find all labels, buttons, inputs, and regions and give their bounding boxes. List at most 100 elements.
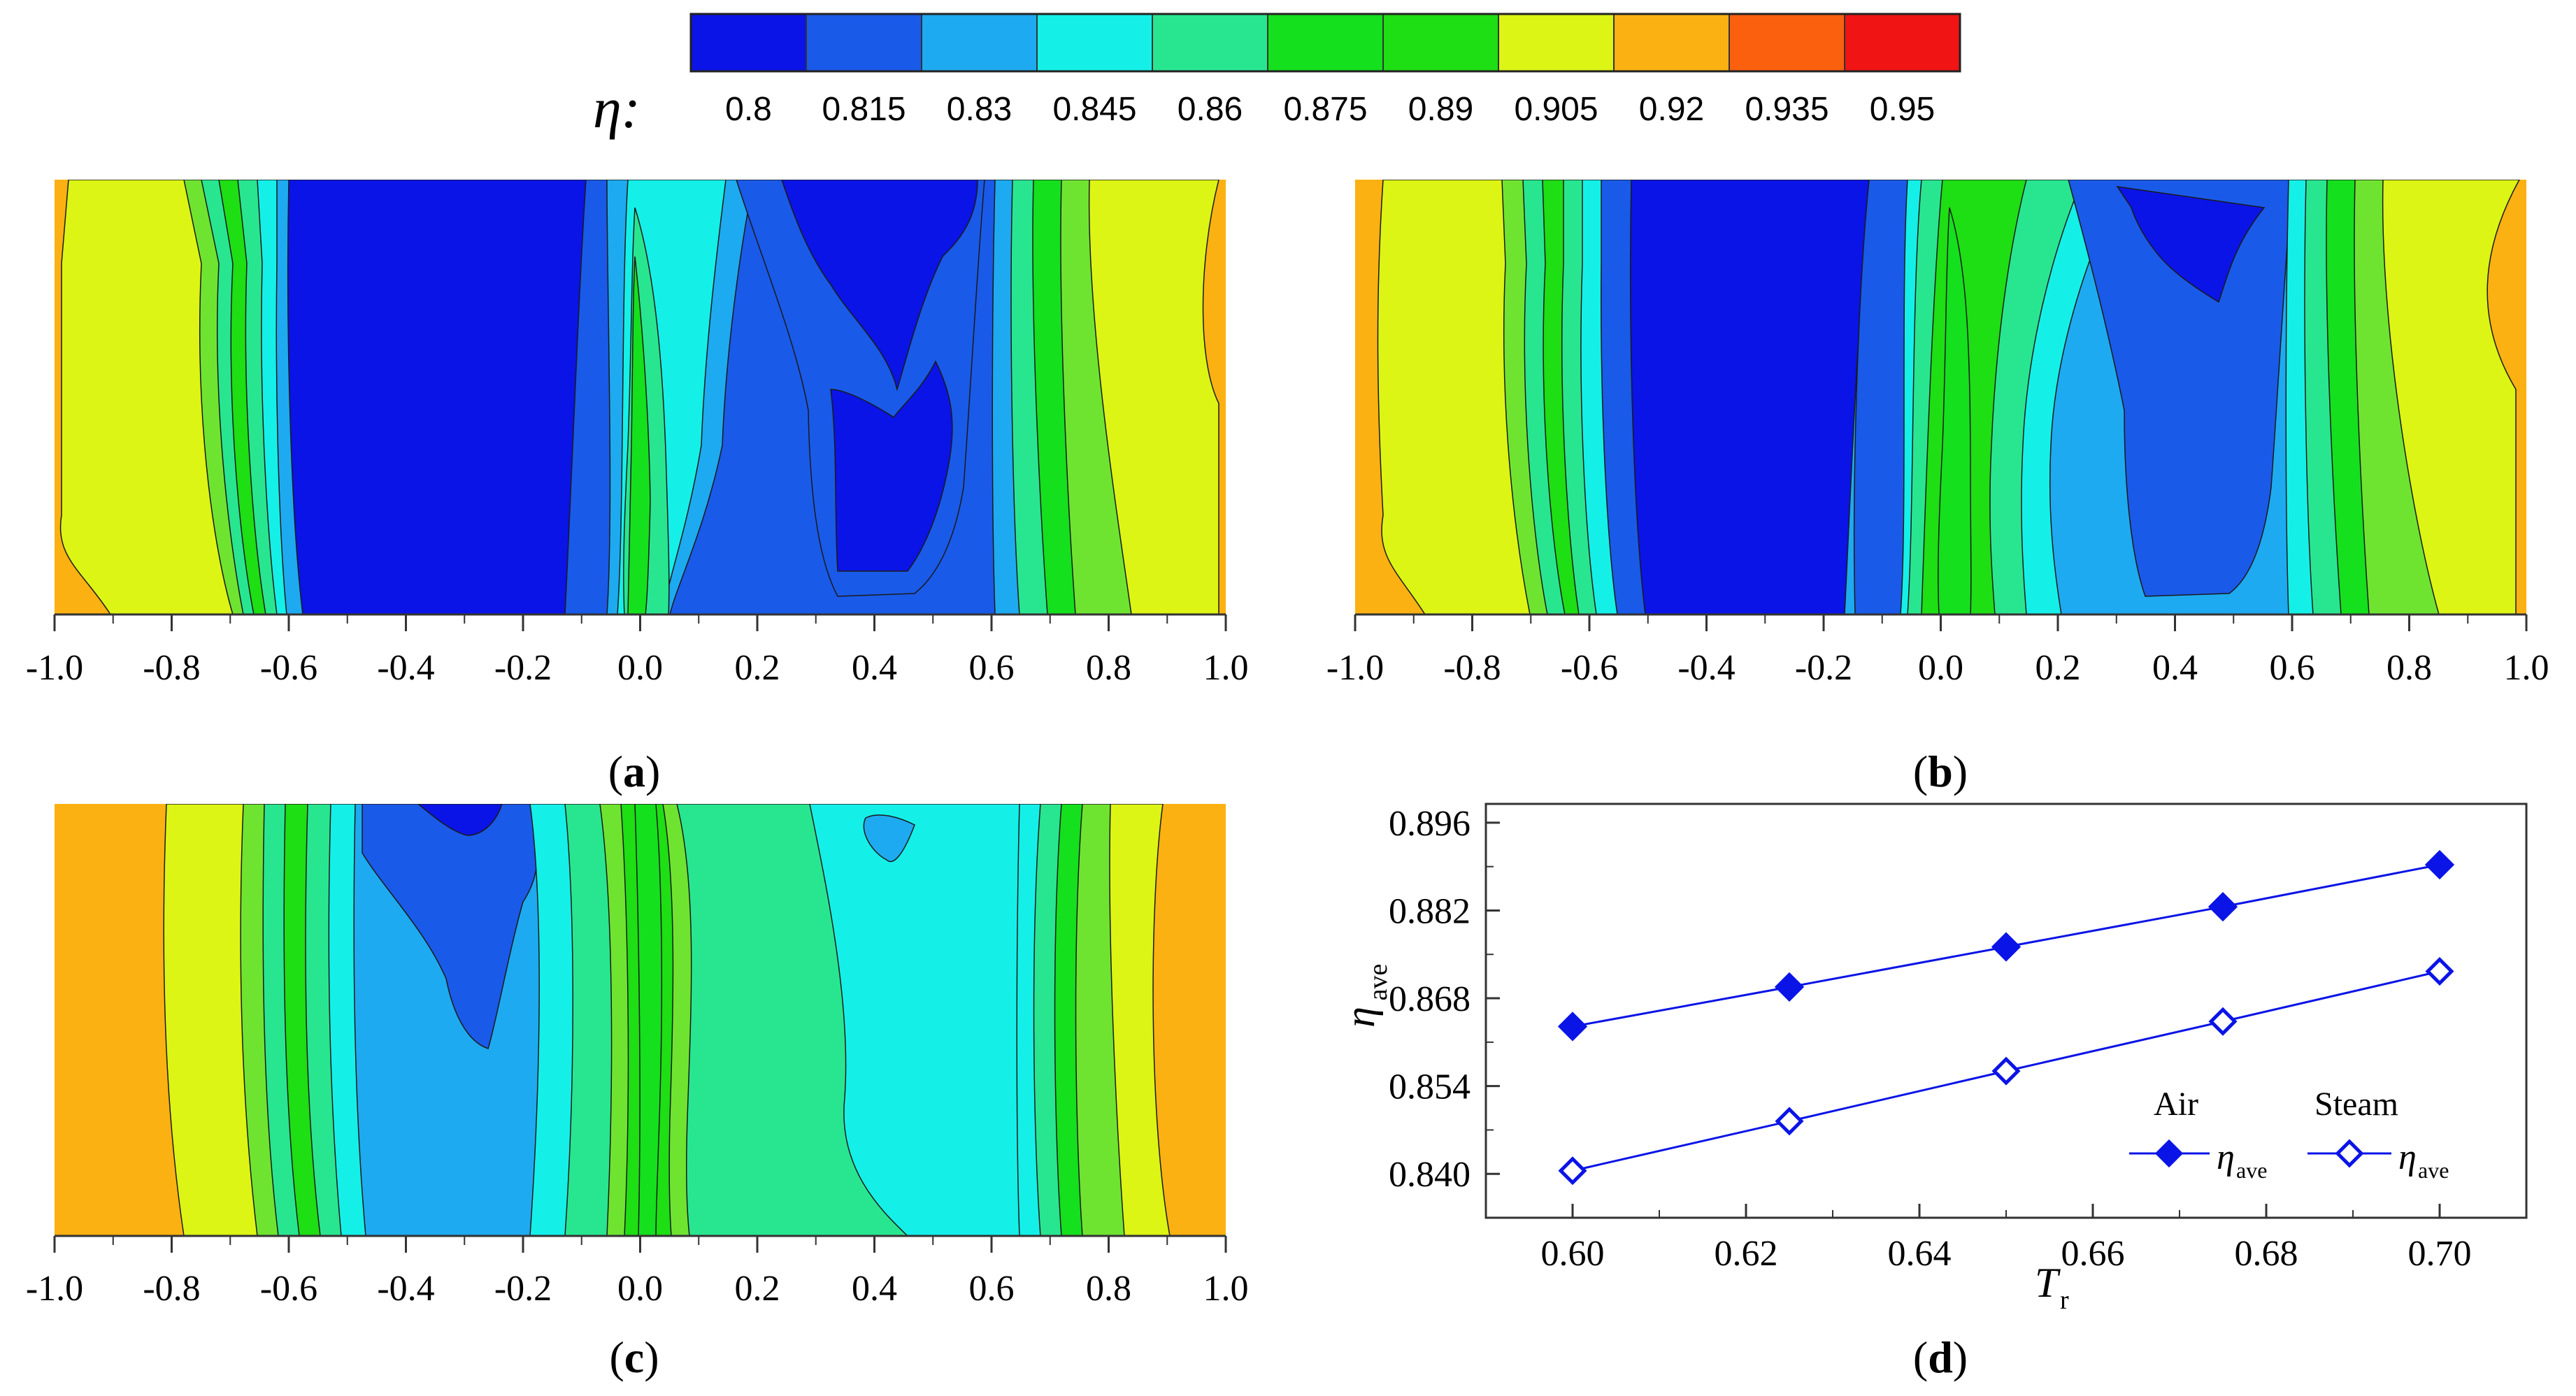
d-x-tick-label-4: 0.68 (2235, 1234, 2298, 1274)
x-tick-label-c-0: -1.0 (26, 1269, 83, 1309)
x-tick-label-b-9: 0.8 (2387, 648, 2432, 688)
x-tick-label-a-9: 0.8 (1086, 648, 1131, 688)
x-tick-label-a-3: -0.4 (377, 648, 434, 688)
x-tick-label-a-4: -0.2 (494, 648, 552, 688)
legend-d: Air Steam η ave η ave (2129, 1086, 2449, 1183)
colorbar-swatch-4 (1152, 13, 1269, 72)
contour-panel-c (55, 804, 1226, 1236)
data-point-air-4 (2424, 849, 2455, 880)
legend-header-air: Air (2154, 1086, 2198, 1123)
data-point-steam-4 (2425, 956, 2454, 986)
x-tick-label-c-1: -0.8 (143, 1269, 200, 1309)
legend-symbol-air: η (2217, 1137, 2235, 1177)
colorbar-label-7: 0.905 (1514, 91, 1598, 128)
axis-ticks-d: 0.60 0.62 0.64 0.66 0.68 0.70 0.840 0.854 0.868 0… (1389, 804, 2472, 1274)
x-tick-label-a-8: 0.6 (969, 648, 1015, 688)
data-point-steam-2 (1991, 1056, 2021, 1086)
x-tick-label-c-3: -0.4 (377, 1269, 434, 1309)
d-x-tick-label-1: 0.62 (1715, 1234, 1778, 1274)
colorbar-label-2: 0.83 (947, 91, 1012, 128)
colorbar-label-6: 0.89 (1408, 91, 1473, 128)
legend-header-steam: Steam (2314, 1086, 2398, 1123)
d-x-tick-label-3: 0.66 (2061, 1234, 2125, 1274)
colorbar-swatch-2 (921, 13, 1038, 72)
colorbar-label-8: 0.92 (1639, 91, 1704, 128)
data-point-steam-3 (2208, 1007, 2238, 1036)
x-tick-label-c-5: 0.0 (617, 1269, 663, 1309)
data-point-air-3 (2208, 891, 2238, 922)
data-point-steam-1 (1775, 1107, 1804, 1136)
y-axis-label-main: η (1337, 1007, 1383, 1028)
colorbar-swatch-1 (806, 13, 923, 72)
colorbar-swatch-8 (1613, 13, 1731, 72)
d-y-tick-label-4: 0.896 (1389, 804, 1471, 844)
colorbar-label-4: 0.86 (1178, 91, 1243, 128)
colorbar-label-3: 0.845 (1052, 91, 1136, 128)
x-tick-label-b-6: 0.2 (2035, 648, 2081, 688)
x-tick-label-a-2: -0.6 (260, 648, 317, 688)
x-tick-label-c-7: 0.4 (852, 1269, 897, 1309)
colorbar-swatch-0 (690, 13, 808, 72)
d-y-tick-label-1: 0.854 (1389, 1067, 1471, 1107)
data-point-steam-0 (1558, 1156, 1587, 1186)
colorbar-swatch-7 (1498, 13, 1615, 72)
contour-plot-b (1355, 180, 2526, 614)
x-axis-label-sub-d: r (2060, 1286, 2069, 1315)
contour-plot-c (55, 804, 1226, 1236)
data-point-air-2 (1991, 932, 2022, 962)
series-markers-d (1557, 849, 2455, 1186)
legend-sub-air: ave (2236, 1158, 2267, 1183)
y-axis-label-d: η ave (1337, 964, 1393, 1028)
x-tick-label-c-9: 0.8 (1086, 1269, 1131, 1309)
colorbar-frame (689, 13, 1961, 73)
colorbar-swatches (690, 13, 1961, 72)
x-tick-label-a-0: -1.0 (26, 648, 83, 688)
x-tick-label-b-1: -0.8 (1443, 648, 1501, 688)
series-lines-d (1572, 863, 2440, 1172)
x-tick-label-b-5: 0.0 (1918, 648, 1963, 688)
x-tick-label-b-0: -1.0 (1326, 648, 1384, 688)
panel-label-b: (b) (1913, 747, 1968, 796)
colorbar-swatch-5 (1267, 13, 1384, 72)
panel-label-c: (c) (609, 1332, 659, 1382)
line-chart-d: 0.60 0.62 0.64 0.66 0.68 0.70 0.840 0.854 0.868 0… (1337, 803, 2528, 1315)
colorbar-swatch-10 (1844, 13, 1961, 72)
y-axis-label-sub: ave (1364, 964, 1393, 1001)
panel-label-a: (a) (608, 747, 661, 796)
legend-symbol-steam: η (2398, 1137, 2417, 1177)
x-tick-label-b-10: 1.0 (2504, 648, 2549, 688)
colorbar-swatch-3 (1036, 13, 1154, 72)
colorbar-label-5: 0.875 (1283, 91, 1367, 128)
d-y-tick-label-0: 0.840 (1389, 1155, 1471, 1195)
colorbar-label-10: 0.95 (1870, 91, 1935, 128)
x-tick-label-c-10: 1.0 (1203, 1269, 1249, 1309)
x-tick-label-a-5: 0.0 (617, 648, 663, 688)
x-tick-label-b-4: -0.2 (1795, 648, 1852, 688)
x-tick-label-b-3: -0.4 (1677, 648, 1735, 688)
x-tick-label-a-7: 0.4 (852, 648, 897, 688)
legend-marker-steam (2335, 1139, 2364, 1168)
data-point-air-1 (1774, 972, 1805, 1002)
x-tick-label-a-1: -0.8 (143, 648, 200, 688)
d-x-tick-label-2: 0.64 (1888, 1234, 1952, 1274)
colorbar-swatch-9 (1729, 13, 1846, 72)
contour-panel-b (1355, 180, 2526, 614)
panel-label-d: (d) (1913, 1332, 1968, 1382)
colorbar-label-1: 0.815 (822, 91, 906, 128)
x-tick-label-a-6: 0.2 (735, 648, 780, 688)
d-y-tick-label-2: 0.868 (1389, 979, 1471, 1019)
colorbar-swatch-6 (1382, 13, 1500, 72)
contour-axes: -1.0 -0.8 -0.6 -0.4 -0.2 0.0 0.2 0.4 0.6 0.8 1.0 -1… (26, 613, 2549, 1309)
x-tick-label-c-8: 0.6 (969, 1269, 1015, 1309)
x-tick-label-a-10: 1.0 (1203, 648, 1249, 688)
x-tick-label-b-8: 0.6 (2270, 648, 2315, 688)
data-point-air-0 (1557, 1012, 1588, 1042)
x-tick-label-c-4: -0.2 (494, 1269, 552, 1309)
d-x-tick-label-5: 0.70 (2408, 1234, 2472, 1274)
colorbar-symbol: η: (593, 76, 641, 140)
d-x-tick-label-0: 0.60 (1541, 1234, 1605, 1274)
legend-sub-steam: ave (2418, 1158, 2449, 1183)
legend-marker-air (2154, 1139, 2184, 1168)
colorbar-label-9: 0.935 (1745, 91, 1829, 128)
colorbar: η: 0.8 0.815 0.83 0.845 0.86 0.875 0.89 0.905 0.… (593, 13, 1961, 140)
